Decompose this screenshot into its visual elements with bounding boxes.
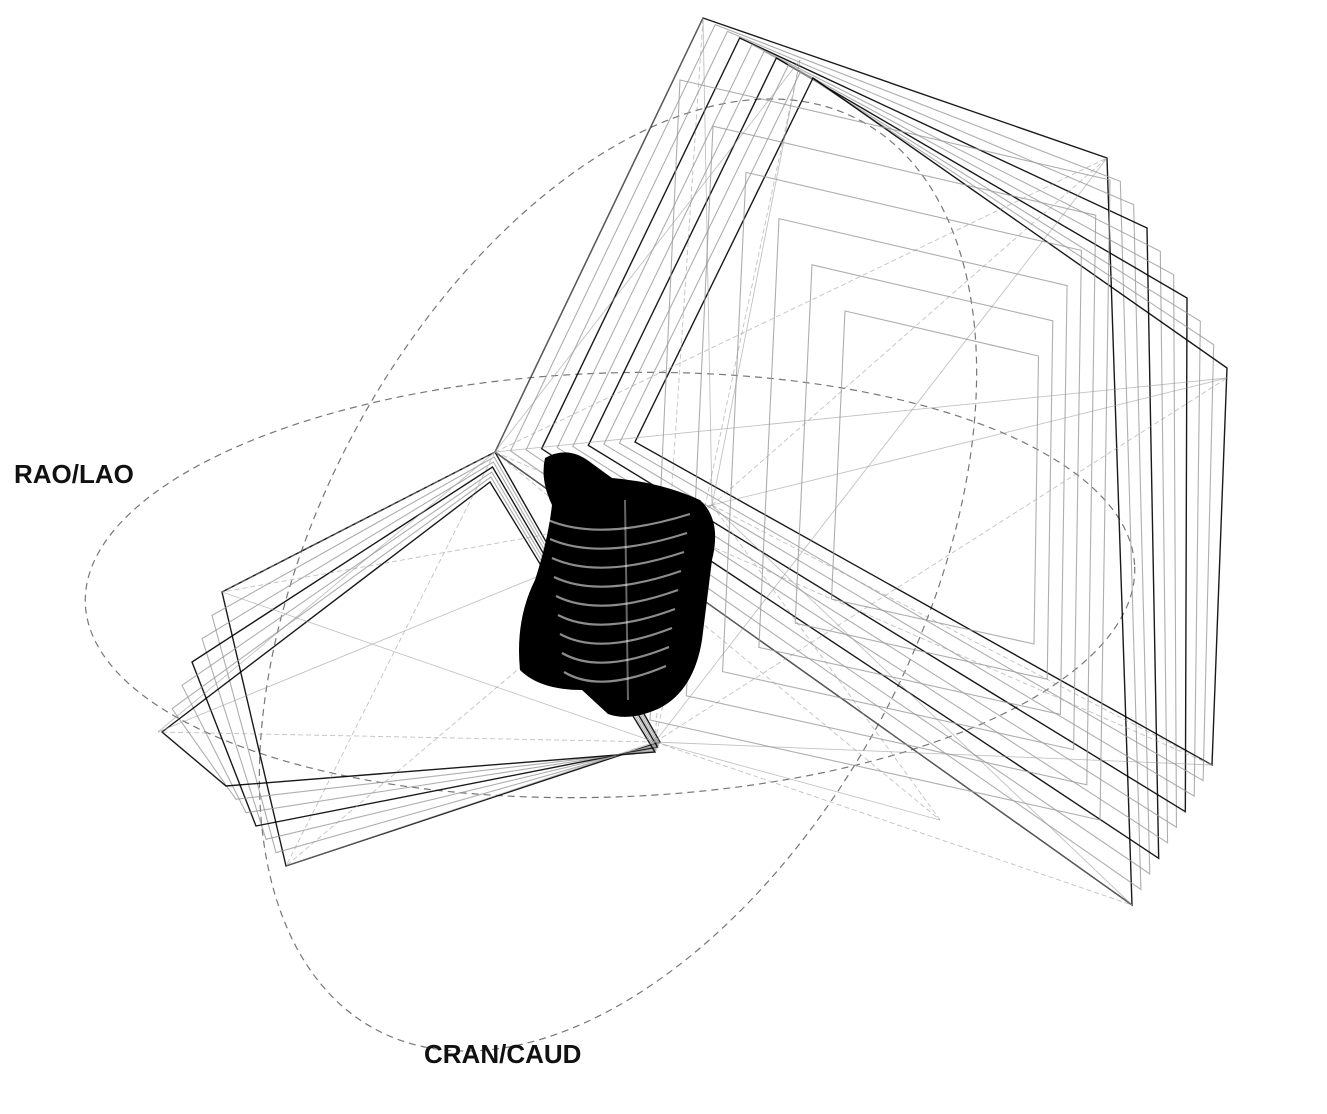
rib-gap — [561, 645, 670, 664]
left-detector-frame — [191, 466, 659, 827]
rib-gap — [553, 569, 682, 588]
rib-gap — [557, 607, 676, 626]
right-detector-frame — [556, 43, 1169, 844]
inner-detector-frame — [685, 125, 1097, 786]
projection-ray — [702, 17, 713, 506]
projection-ray — [654, 157, 1108, 743]
rib-gap — [551, 550, 685, 569]
left-detector-frame — [160, 480, 657, 787]
cran-caud-label: CRAN/CAUD — [424, 1039, 582, 1069]
projection-ray — [711, 377, 1228, 506]
projection-ray — [494, 377, 1228, 453]
rib-gap — [559, 626, 673, 645]
right-detector-frame — [603, 63, 1201, 798]
ribcage-silhouette — [519, 452, 716, 717]
projection-ray — [494, 59, 801, 453]
inner-detector-frame — [758, 217, 1068, 716]
right-detector-frame — [587, 57, 1188, 813]
projection-ray — [654, 377, 1228, 743]
projection-ray — [654, 741, 1213, 766]
projection-ray — [494, 17, 704, 453]
thorax-ribcage — [519, 452, 716, 717]
detector-frames — [160, 17, 1228, 907]
spine-gap — [624, 499, 629, 701]
projection-ray — [654, 741, 941, 821]
orbit-paths — [84, 98, 1136, 1052]
rib-gap — [563, 664, 667, 683]
projection-ray — [494, 157, 1108, 453]
right-detector-frame — [509, 23, 1142, 891]
projection-ray — [221, 451, 496, 593]
rib-gap — [555, 588, 679, 607]
right-detector-frame — [572, 50, 1177, 829]
projection-ray — [654, 741, 1133, 906]
projection-rays — [157, 17, 1228, 906]
right-detector-frame — [618, 70, 1215, 782]
cran-caud-orbit — [258, 98, 978, 1052]
projection-ray — [285, 504, 713, 867]
projection-ray — [157, 731, 656, 743]
projection-ray — [285, 451, 496, 867]
inner-detector-frame — [830, 310, 1040, 645]
left-detector-frame — [171, 476, 657, 800]
rib-gap — [547, 512, 691, 531]
rib-gap — [549, 531, 688, 550]
right-detector-frame — [634, 76, 1228, 767]
projection-ray — [711, 59, 801, 506]
projection-ray — [285, 741, 656, 867]
inner-detector-frame — [722, 171, 1082, 751]
right-detector-frame — [540, 37, 1160, 860]
right-detector-frame — [525, 30, 1151, 875]
projection-ray — [157, 451, 496, 733]
left-detector-frame — [201, 461, 660, 840]
left-detector-frame — [181, 471, 658, 814]
projection-ray — [221, 591, 656, 743]
rao-lao-label: RAO/LAO — [14, 459, 134, 489]
projection-ray — [711, 504, 1213, 766]
inner-detector-frame — [794, 264, 1054, 680]
rao-lao-orbit — [84, 371, 1136, 799]
projection-ray — [711, 504, 941, 821]
projection-ray — [711, 504, 1133, 906]
